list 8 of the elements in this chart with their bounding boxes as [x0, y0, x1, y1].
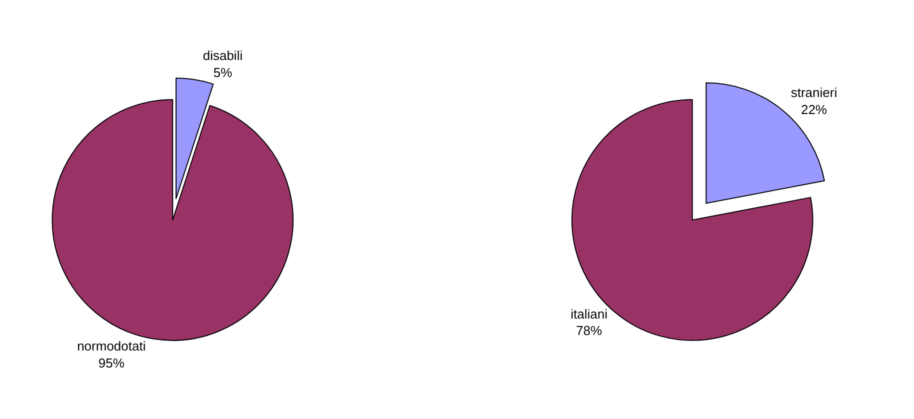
slice-label: italiani: [570, 306, 608, 322]
slice-label: disabili: [202, 48, 243, 64]
data-label: 22%: [800, 102, 828, 118]
slice-label: normodotati: [77, 338, 146, 354]
slice-label: stranieri: [790, 85, 838, 100]
data-label: 78%: [576, 323, 603, 338]
data-label: 95%: [98, 355, 125, 370]
data-label: 5%: [213, 65, 233, 80]
